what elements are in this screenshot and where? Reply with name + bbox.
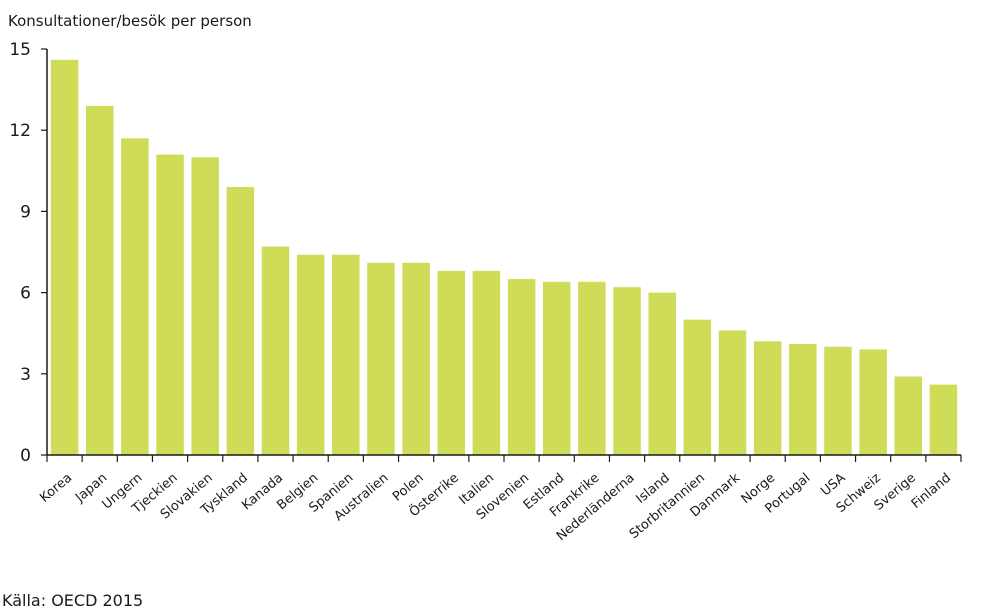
bar [261,246,290,455]
bar [472,270,501,455]
bar [753,341,782,455]
bar [859,349,887,455]
bar [683,319,712,455]
bar [437,270,466,455]
bar [367,262,395,455]
bar [824,346,852,455]
y-axis: 0 3 6 9 12 15 [9,40,48,466]
bar [85,105,114,455]
bar [296,254,325,455]
bar [156,154,184,455]
source-note: Källa: OECD 2015 [2,591,144,610]
bar [648,292,676,455]
bar [402,262,430,455]
bar [191,157,219,455]
x-axis: KoreaJapanUngernTjeckienSlovakienTysklan… [37,454,962,544]
y-tick-label: 3 [20,365,31,385]
bars-group [50,59,958,456]
x-tick-label: Finland [909,471,954,512]
y-tick-label: 9 [20,202,31,222]
x-tick-label: Korea [37,471,75,506]
y-tick-label: 15 [9,40,31,60]
bar [929,384,958,455]
bar [718,330,747,455]
y-tick-label: 0 [20,446,31,466]
bar [332,254,360,455]
bar [578,281,606,455]
bar [507,279,536,455]
bar [50,59,79,455]
bar [121,138,149,455]
y-tick-label: 12 [9,121,31,141]
bar [789,344,817,455]
y-axis-label: Konsultationer/besök per person [8,12,252,30]
bar [613,287,641,455]
bar [542,281,571,455]
bar [226,187,255,456]
bar [894,376,923,455]
y-tick-label: 6 [20,284,31,304]
